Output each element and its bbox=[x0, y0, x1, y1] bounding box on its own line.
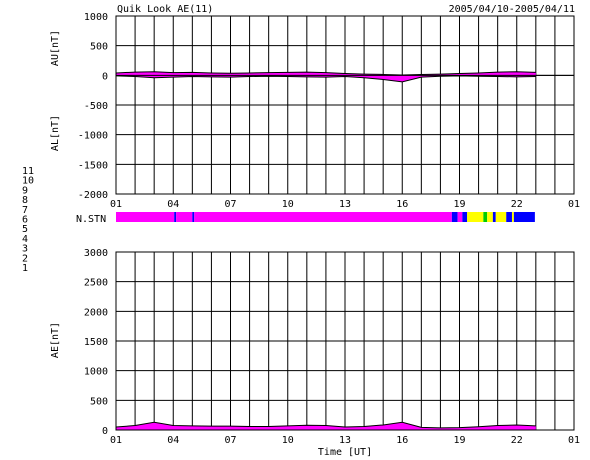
x-tick-label: 10 bbox=[282, 435, 294, 446]
y-tick-label: 0 bbox=[102, 426, 108, 437]
nstn-segment-9 bbox=[506, 212, 512, 222]
x-tick-label: 19 bbox=[453, 435, 465, 446]
station-legend-5: 5 bbox=[22, 224, 28, 235]
x-tick-label: 01 bbox=[110, 199, 122, 210]
chart-title: Quik Look AE(11) bbox=[117, 4, 213, 15]
x-tick-label: 13 bbox=[339, 435, 351, 446]
y-tick-label: 3000 bbox=[84, 248, 108, 259]
nstn-segment-9 bbox=[513, 212, 535, 222]
au-al-data bbox=[115, 71, 574, 83]
nstn-segment-8 bbox=[487, 212, 493, 222]
nstn-segment-9 bbox=[192, 212, 195, 222]
y-tick-label: 2000 bbox=[84, 307, 108, 318]
time-xlabel: Time [UT] bbox=[318, 447, 372, 458]
ae-frame bbox=[115, 251, 575, 431]
station-legend-7: 7 bbox=[22, 205, 28, 216]
station-legend-11: 11 bbox=[22, 166, 34, 177]
x-tick-label: 07 bbox=[224, 435, 236, 446]
y-tick-label: 500 bbox=[90, 396, 108, 407]
series-ae-line bbox=[115, 421, 536, 429]
nstn-segment-9 bbox=[451, 212, 458, 222]
y-tick-label: -500 bbox=[84, 101, 108, 112]
x-tick-label: 22 bbox=[511, 199, 523, 210]
series-al-line bbox=[115, 75, 536, 83]
x-tick-label: 04 bbox=[167, 435, 179, 446]
x-tick-label: 16 bbox=[396, 435, 408, 446]
nstn-segment-8 bbox=[495, 212, 507, 222]
y-tick-label: -1500 bbox=[78, 160, 108, 171]
x-tick-label: 19 bbox=[453, 199, 465, 210]
nstn-segment-10 bbox=[457, 212, 463, 222]
nstn-segment-7 bbox=[483, 212, 488, 222]
nstn-segment-10 bbox=[116, 212, 175, 222]
x-tick-label: 13 bbox=[339, 199, 351, 210]
au-al-grid bbox=[115, 15, 575, 195]
x-tick-label: 10 bbox=[282, 199, 294, 210]
au-al-frame bbox=[115, 15, 575, 195]
nstn-segment-10 bbox=[176, 212, 193, 222]
x-tick-label: 16 bbox=[396, 199, 408, 210]
y-tick-label: 1000 bbox=[84, 367, 108, 378]
y-tick-label: 0 bbox=[102, 71, 108, 82]
station-legend-2: 2 bbox=[22, 253, 28, 264]
au-ylabel: AU[nT] bbox=[50, 30, 61, 66]
nstn-segment-9 bbox=[462, 212, 468, 222]
nstn-bar bbox=[116, 212, 535, 222]
nstn-segment-10 bbox=[194, 212, 452, 222]
y-tick-label: -1000 bbox=[78, 131, 108, 142]
x-tick-label: 01 bbox=[110, 435, 122, 446]
station-legend-10: 10 bbox=[22, 176, 34, 187]
y-tick-label: 1000 bbox=[84, 12, 108, 23]
station-legend-1: 1 bbox=[22, 263, 28, 274]
station-legend-6: 6 bbox=[22, 215, 28, 226]
date-range: 2005/04/10-2005/04/11 bbox=[449, 4, 575, 15]
x-tick-label: 01 bbox=[568, 199, 580, 210]
ae-grid bbox=[115, 251, 575, 431]
ae-ylabel: AE[nT] bbox=[50, 322, 61, 358]
nstn-segment-8 bbox=[467, 212, 484, 222]
station-legend-8: 8 bbox=[22, 195, 28, 206]
station-legend-9: 9 bbox=[22, 185, 28, 196]
y-tick-label: 1500 bbox=[84, 337, 108, 348]
nstn-segment-8 bbox=[511, 212, 514, 222]
station-legend-4: 4 bbox=[22, 234, 28, 245]
nstn-segment-9 bbox=[174, 212, 177, 222]
series-au-line bbox=[115, 71, 536, 76]
x-tick-label: 22 bbox=[511, 435, 523, 446]
nstn-label: N.STN bbox=[76, 214, 106, 225]
x-tick-label: 07 bbox=[224, 199, 236, 210]
nstn-segment-9 bbox=[492, 212, 496, 222]
x-tick-label: 04 bbox=[167, 199, 179, 210]
y-tick-label: -2000 bbox=[78, 190, 108, 201]
y-tick-label: 2500 bbox=[84, 278, 108, 289]
station-legend-3: 3 bbox=[22, 244, 28, 255]
al-ylabel: AL[nT] bbox=[50, 115, 61, 151]
y-tick-label: 500 bbox=[90, 42, 108, 53]
x-tick-label: 01 bbox=[568, 435, 580, 446]
